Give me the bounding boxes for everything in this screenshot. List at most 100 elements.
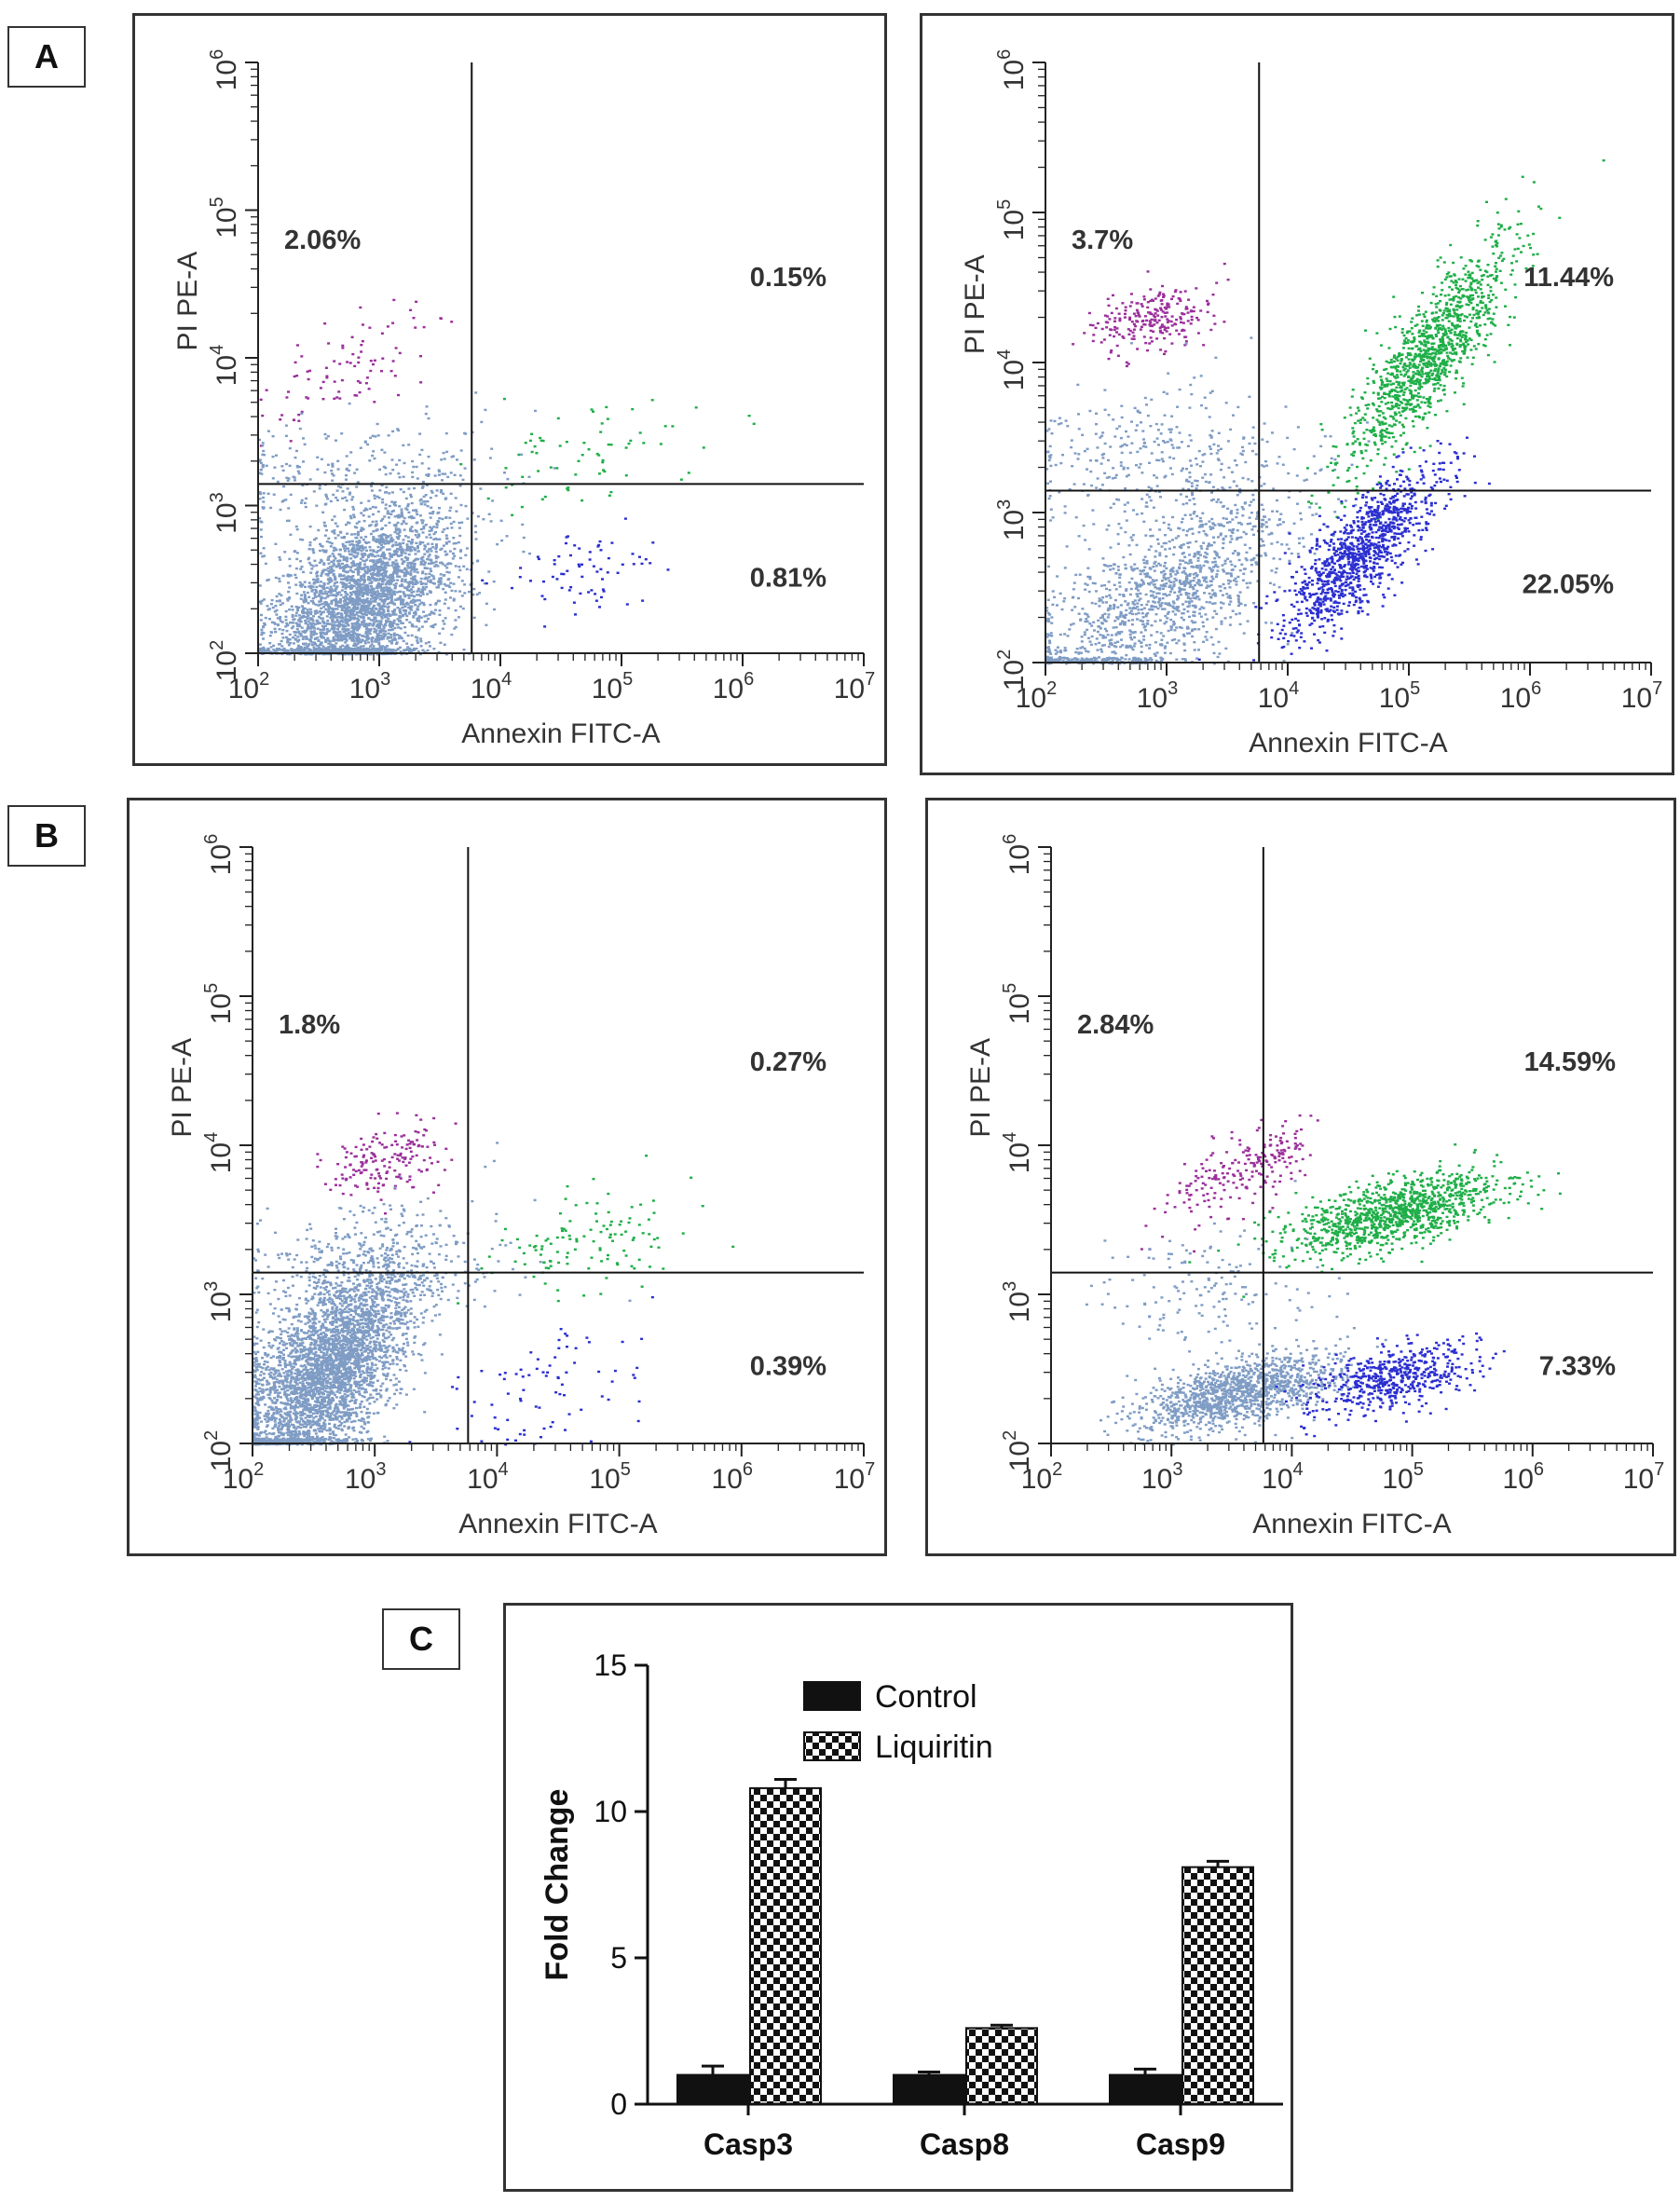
event-point <box>1125 646 1128 649</box>
event-point <box>530 450 534 454</box>
event-point <box>485 581 488 585</box>
event-point <box>342 596 346 599</box>
event-point <box>1098 641 1101 645</box>
event-point <box>320 558 323 562</box>
event-point <box>438 580 442 582</box>
event-point <box>363 566 367 568</box>
event-point <box>341 347 345 349</box>
event-point <box>280 639 283 643</box>
event-point <box>297 472 301 475</box>
event-point <box>1120 657 1124 660</box>
event-point <box>308 622 312 624</box>
event-point <box>292 636 295 639</box>
event-point <box>374 525 377 527</box>
event-point <box>1158 605 1162 608</box>
event-point <box>1160 608 1164 610</box>
event-point <box>1072 657 1076 661</box>
event-point <box>288 652 292 656</box>
event-point <box>346 532 349 535</box>
a-left-quadrant-lower-right: 0.81% <box>750 563 826 593</box>
event-point <box>430 529 433 532</box>
event-point <box>278 617 281 621</box>
event-point <box>540 439 543 442</box>
y-tick-exponent: 3 <box>207 492 227 502</box>
event-point <box>278 628 281 631</box>
event-point <box>434 546 438 549</box>
event-point <box>1129 587 1133 591</box>
event-point <box>1201 476 1205 479</box>
event-point <box>407 611 411 614</box>
event-point <box>430 569 433 573</box>
event-point <box>339 594 343 596</box>
event-point <box>268 635 272 637</box>
event-point <box>1155 592 1159 595</box>
event-point <box>1131 534 1135 537</box>
event-point <box>339 597 342 601</box>
event-point <box>1264 554 1268 557</box>
event-point <box>357 624 361 627</box>
event-point <box>326 630 330 633</box>
event-point <box>382 629 386 633</box>
event-point <box>1139 597 1142 600</box>
event-point <box>444 591 447 594</box>
event-point <box>1164 602 1168 606</box>
event-point <box>1140 641 1143 644</box>
event-point <box>419 640 423 643</box>
event-point <box>1058 659 1061 662</box>
event-point <box>1100 650 1104 653</box>
event-point <box>369 572 373 576</box>
event-point <box>449 492 453 495</box>
event-point <box>1108 588 1112 592</box>
event-point <box>323 590 327 593</box>
event-point <box>1241 445 1244 449</box>
event-point <box>368 525 372 527</box>
event-point <box>352 584 356 587</box>
event-point <box>376 653 379 656</box>
event-point <box>600 422 604 425</box>
event-point <box>390 613 394 616</box>
event-point <box>362 586 365 589</box>
event-point <box>362 559 365 562</box>
event-point <box>1107 581 1111 583</box>
event-point <box>354 599 358 603</box>
event-point <box>1205 600 1209 604</box>
event-point <box>260 535 263 539</box>
event-point <box>350 613 354 616</box>
event-point <box>293 550 296 554</box>
event-point <box>1071 660 1074 663</box>
event-point <box>603 470 607 473</box>
event-point <box>371 505 375 509</box>
event-point <box>402 591 405 594</box>
event-point <box>333 532 336 535</box>
event-point <box>454 619 458 622</box>
event-point <box>412 465 416 469</box>
event-point <box>376 636 379 638</box>
event-point <box>608 494 611 497</box>
event-point <box>1161 584 1165 587</box>
event-point <box>421 519 425 522</box>
event-point <box>1211 643 1215 646</box>
event-point <box>1173 577 1177 581</box>
event-point <box>1111 659 1114 663</box>
event-point <box>1144 615 1148 618</box>
event-point <box>356 543 360 546</box>
event-point <box>1112 626 1115 629</box>
event-point <box>435 586 439 589</box>
event-point <box>362 620 365 622</box>
event-point <box>434 551 438 554</box>
event-point <box>284 636 288 639</box>
event-point <box>340 432 344 435</box>
event-point <box>1354 503 1358 507</box>
event-point <box>367 617 371 620</box>
event-point <box>312 551 316 554</box>
event-point <box>752 422 756 425</box>
event-point <box>429 497 432 499</box>
event-point <box>372 561 376 564</box>
event-point <box>1142 582 1145 585</box>
event-point <box>308 543 312 547</box>
event-point <box>471 593 475 596</box>
event-point <box>403 516 406 520</box>
event-point <box>273 622 277 625</box>
event-point <box>280 645 284 648</box>
event-point <box>286 624 289 627</box>
